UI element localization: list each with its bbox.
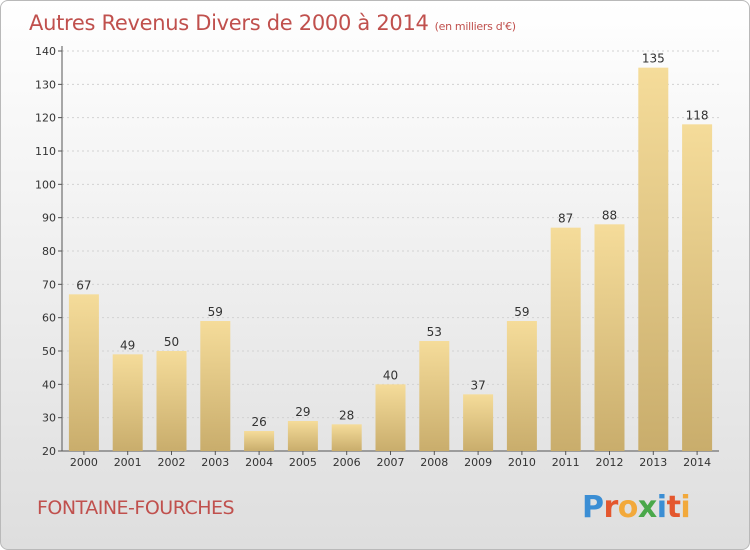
x-tick-label: 2012 bbox=[596, 456, 624, 469]
bar bbox=[550, 227, 581, 451]
data-label: 118 bbox=[686, 108, 709, 122]
bar bbox=[682, 124, 713, 451]
y-tick-label: 130 bbox=[35, 78, 56, 91]
x-tick-label: 2010 bbox=[508, 456, 536, 469]
logo-letter: P bbox=[582, 490, 604, 525]
data-label: 53 bbox=[427, 325, 442, 339]
bar bbox=[638, 67, 669, 452]
y-tick-label: 60 bbox=[42, 312, 56, 325]
x-tick-label: 2002 bbox=[158, 456, 186, 469]
data-label: 49 bbox=[120, 338, 135, 352]
chart-title-text: Autres Revenus Divers de 2000 à 2014 bbox=[29, 11, 429, 35]
data-label: 59 bbox=[514, 305, 529, 319]
y-tick-label: 140 bbox=[35, 45, 56, 58]
bar bbox=[506, 321, 537, 451]
logo-letter: o bbox=[617, 490, 639, 525]
bar bbox=[200, 321, 231, 451]
x-tick-label: 2003 bbox=[201, 456, 229, 469]
y-tick-label: 110 bbox=[35, 145, 56, 158]
chart-subtitle: (en milliers d'€) bbox=[434, 20, 516, 33]
bar bbox=[156, 351, 187, 451]
location-label: FONTAINE-FOURCHES bbox=[37, 497, 235, 519]
data-label: 28 bbox=[339, 408, 354, 422]
y-tick-label: 30 bbox=[42, 412, 56, 425]
y-tick-label: 40 bbox=[42, 378, 56, 391]
y-tick-label: 100 bbox=[35, 178, 56, 191]
data-label: 135 bbox=[642, 52, 665, 66]
x-tick-label: 2009 bbox=[464, 456, 492, 469]
data-label: 59 bbox=[208, 305, 223, 319]
data-label: 26 bbox=[251, 415, 266, 429]
chart-title: Autres Revenus Divers de 2000 à 2014 (en … bbox=[29, 11, 516, 35]
bar bbox=[375, 384, 406, 451]
y-tick-label: 20 bbox=[42, 445, 56, 458]
x-tick-label: 2014 bbox=[683, 456, 711, 469]
bar bbox=[463, 394, 494, 451]
data-label: 67 bbox=[76, 278, 91, 292]
bar bbox=[112, 354, 143, 451]
x-tick-label: 2006 bbox=[333, 456, 361, 469]
logo-letter: i bbox=[680, 490, 691, 525]
logo-letter: r bbox=[603, 490, 619, 525]
x-tick-label: 2008 bbox=[420, 456, 448, 469]
data-label: 37 bbox=[470, 378, 485, 392]
y-tick-label: 70 bbox=[42, 278, 56, 291]
bar bbox=[419, 341, 450, 451]
x-tick-label: 2007 bbox=[377, 456, 405, 469]
bar bbox=[331, 424, 362, 451]
bar bbox=[244, 431, 275, 451]
bar bbox=[594, 224, 625, 451]
y-tick-label: 80 bbox=[42, 245, 56, 258]
x-tick-label: 2001 bbox=[114, 456, 142, 469]
proxiti-logo: Proxiti bbox=[582, 490, 691, 525]
data-label: 29 bbox=[295, 405, 310, 419]
data-label: 87 bbox=[558, 212, 573, 226]
x-tick-label: 2005 bbox=[289, 456, 317, 469]
bar bbox=[68, 294, 99, 451]
y-tick-label: 50 bbox=[42, 345, 56, 358]
y-tick-label: 90 bbox=[42, 212, 56, 225]
x-tick-label: 2000 bbox=[70, 456, 98, 469]
data-label: 40 bbox=[383, 368, 398, 382]
logo-letter: t bbox=[666, 490, 681, 525]
x-tick-label: 2013 bbox=[639, 456, 667, 469]
y-tick-label: 120 bbox=[35, 112, 56, 125]
logo-letter: i bbox=[656, 490, 667, 525]
x-tick-label: 2004 bbox=[245, 456, 273, 469]
data-label: 50 bbox=[164, 335, 179, 349]
x-tick-label: 2011 bbox=[552, 456, 580, 469]
data-label: 88 bbox=[602, 208, 617, 222]
bar bbox=[287, 421, 318, 451]
logo-letter: x bbox=[637, 490, 657, 525]
